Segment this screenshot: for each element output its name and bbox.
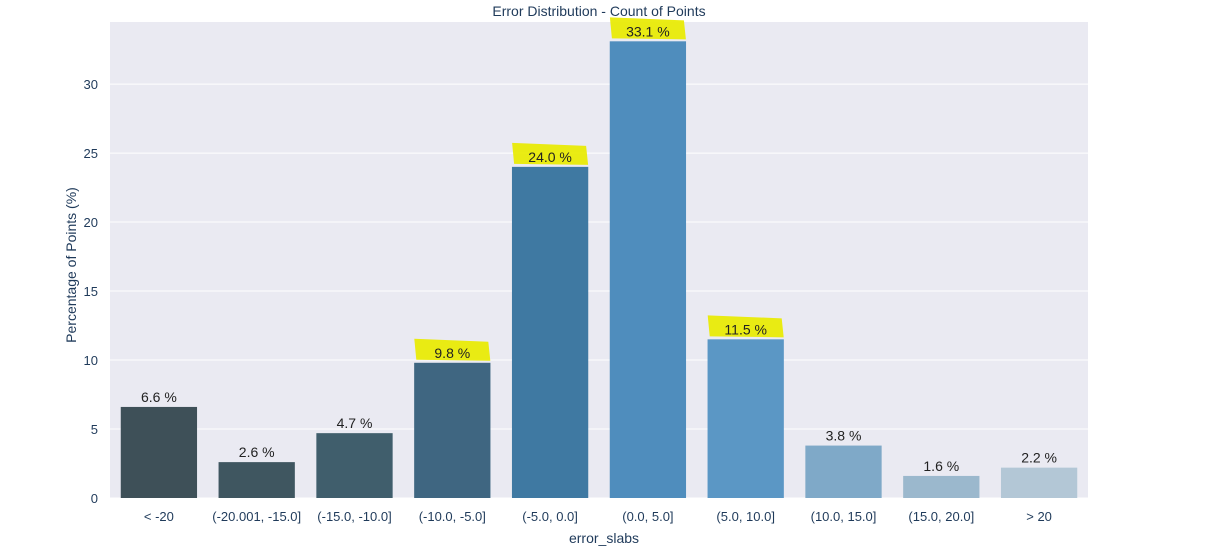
- bar: [120, 406, 198, 498]
- bar: [1000, 467, 1078, 498]
- label-highlight: [609, 17, 686, 40]
- y-axis-ticks: 0 5 10 15 20 25 30: [84, 77, 98, 506]
- y-tick-label: 30: [84, 77, 98, 92]
- bar-value-label: 2.6 %: [239, 444, 275, 460]
- bar-value-label: 9.8 %: [434, 345, 470, 361]
- bar: [707, 339, 784, 498]
- x-tick-label: (0.0, 5.0]: [622, 509, 673, 524]
- bar: [511, 166, 589, 498]
- bars: [120, 41, 1078, 498]
- bar-value-label: 1.6 %: [923, 458, 959, 474]
- y-axis-label: Percentage of Points (%): [63, 187, 79, 343]
- x-axis-ticks: < -20 (-20.001, -15.0] (-15.0, -10.0] (-10.…: [144, 509, 1052, 524]
- x-axis-label: error_slabs: [569, 530, 639, 546]
- y-tick-label: 20: [84, 215, 98, 230]
- bar-value-label: 33.1 %: [626, 23, 670, 39]
- x-tick-label: > 20: [1026, 509, 1052, 524]
- bar: [414, 362, 491, 498]
- bar: [805, 445, 882, 498]
- gridlines: [110, 83, 1088, 499]
- bar-value-label: 3.8 %: [826, 428, 862, 444]
- bar-value-label: 4.7 %: [337, 415, 373, 431]
- y-tick-label: 0: [91, 491, 98, 506]
- y-tick-label: 25: [84, 146, 98, 161]
- bar: [316, 433, 393, 498]
- label-highlight: [414, 338, 491, 361]
- bar: [218, 462, 295, 498]
- bar-value-label: 24.0 %: [528, 149, 572, 165]
- x-tick-label: (-20.001, -15.0]: [212, 509, 301, 524]
- label-highlight: [512, 142, 589, 165]
- bar: [609, 41, 687, 498]
- x-tick-label: (10.0, 15.0]: [811, 509, 877, 524]
- bar-value-label: 11.5 %: [724, 321, 767, 337]
- x-tick-label: (-15.0, -10.0]: [317, 509, 391, 524]
- bar-value-label: 6.6 %: [141, 389, 177, 405]
- x-tick-label: (-5.0, 0.0]: [522, 509, 578, 524]
- x-tick-label: < -20: [144, 509, 174, 524]
- plot-background: [110, 22, 1088, 498]
- bar: [903, 475, 980, 498]
- x-tick-label: (15.0, 20.0]: [908, 509, 974, 524]
- x-tick-label: (-10.0, -5.0]: [419, 509, 486, 524]
- data-labels: 6.6 % 2.6 % 4.7 % 9.8 % 24.0 % 33.1 % 11.5 % 3.…: [141, 23, 1057, 474]
- bar-value-label: 2.2 %: [1021, 450, 1057, 466]
- y-tick-label: 10: [84, 353, 98, 368]
- y-tick-label: 15: [84, 284, 98, 299]
- x-tick-label: (5.0, 10.0]: [716, 509, 775, 524]
- label-highlight: [707, 315, 784, 338]
- highlight-marks: [414, 17, 784, 361]
- y-tick-label: 5: [91, 422, 98, 437]
- chart-title: Error Distribution - Count of Points: [492, 3, 705, 19]
